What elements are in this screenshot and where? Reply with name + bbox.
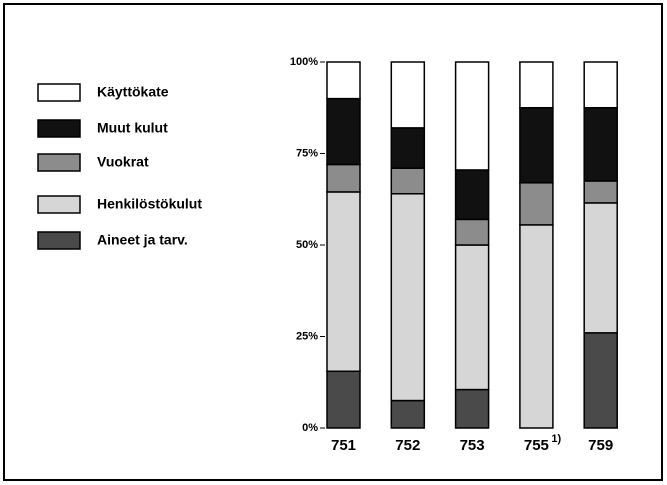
bar-segment <box>326 191 361 373</box>
frame <box>3 3 663 481</box>
legend-label: Vuokrat <box>97 154 149 170</box>
x-tick-label: 752 <box>395 437 420 454</box>
legend-swatch <box>37 119 81 138</box>
bar-segment <box>454 169 490 221</box>
y-tick-label: 25% <box>296 330 318 342</box>
bar-segment <box>326 370 361 429</box>
bar-segment <box>326 163 361 193</box>
bar-segment <box>519 182 554 226</box>
legend-swatch <box>37 83 81 102</box>
bar-segment <box>583 332 618 429</box>
y-tick-label: 75% <box>296 147 318 159</box>
bar-segment <box>583 107 618 182</box>
bar-segment <box>454 218 490 246</box>
legend-swatch <box>37 231 81 250</box>
bar-segment <box>454 244 490 391</box>
x-tick-label: 755 <box>524 437 549 454</box>
bar-segment <box>583 202 618 334</box>
bar-segment <box>326 97 361 166</box>
y-tick-label: 50% <box>296 239 318 251</box>
x-tick-label: 753 <box>460 437 485 454</box>
bar-segment <box>519 224 554 429</box>
bar-segment <box>519 61 554 109</box>
category-footnote: 1) <box>551 433 561 445</box>
bar-segment <box>326 61 361 100</box>
x-tick-label: 751 <box>331 437 356 454</box>
y-tick-label: 100% <box>290 56 318 68</box>
legend-label: Käyttökate <box>97 84 169 100</box>
legend-label: Aineet ja tarv. <box>97 232 188 248</box>
bar-segment <box>390 61 426 129</box>
y-tick-label: 0% <box>302 422 318 434</box>
bar-segment <box>390 167 426 195</box>
bar-segment <box>583 180 618 204</box>
bar-segment <box>390 193 426 402</box>
bar-segment <box>583 61 618 109</box>
bar-segment <box>390 127 426 169</box>
bar-segment <box>390 399 426 429</box>
bar-segment <box>454 388 490 429</box>
bar-segment <box>519 107 554 184</box>
legend-label: Henkilöstökulut <box>97 196 202 212</box>
bar-segment <box>454 61 490 171</box>
legend-label: Muut kulut <box>97 120 168 136</box>
legend-swatch <box>37 153 81 172</box>
legend-swatch <box>37 195 81 214</box>
x-tick-label: 759 <box>588 437 613 454</box>
